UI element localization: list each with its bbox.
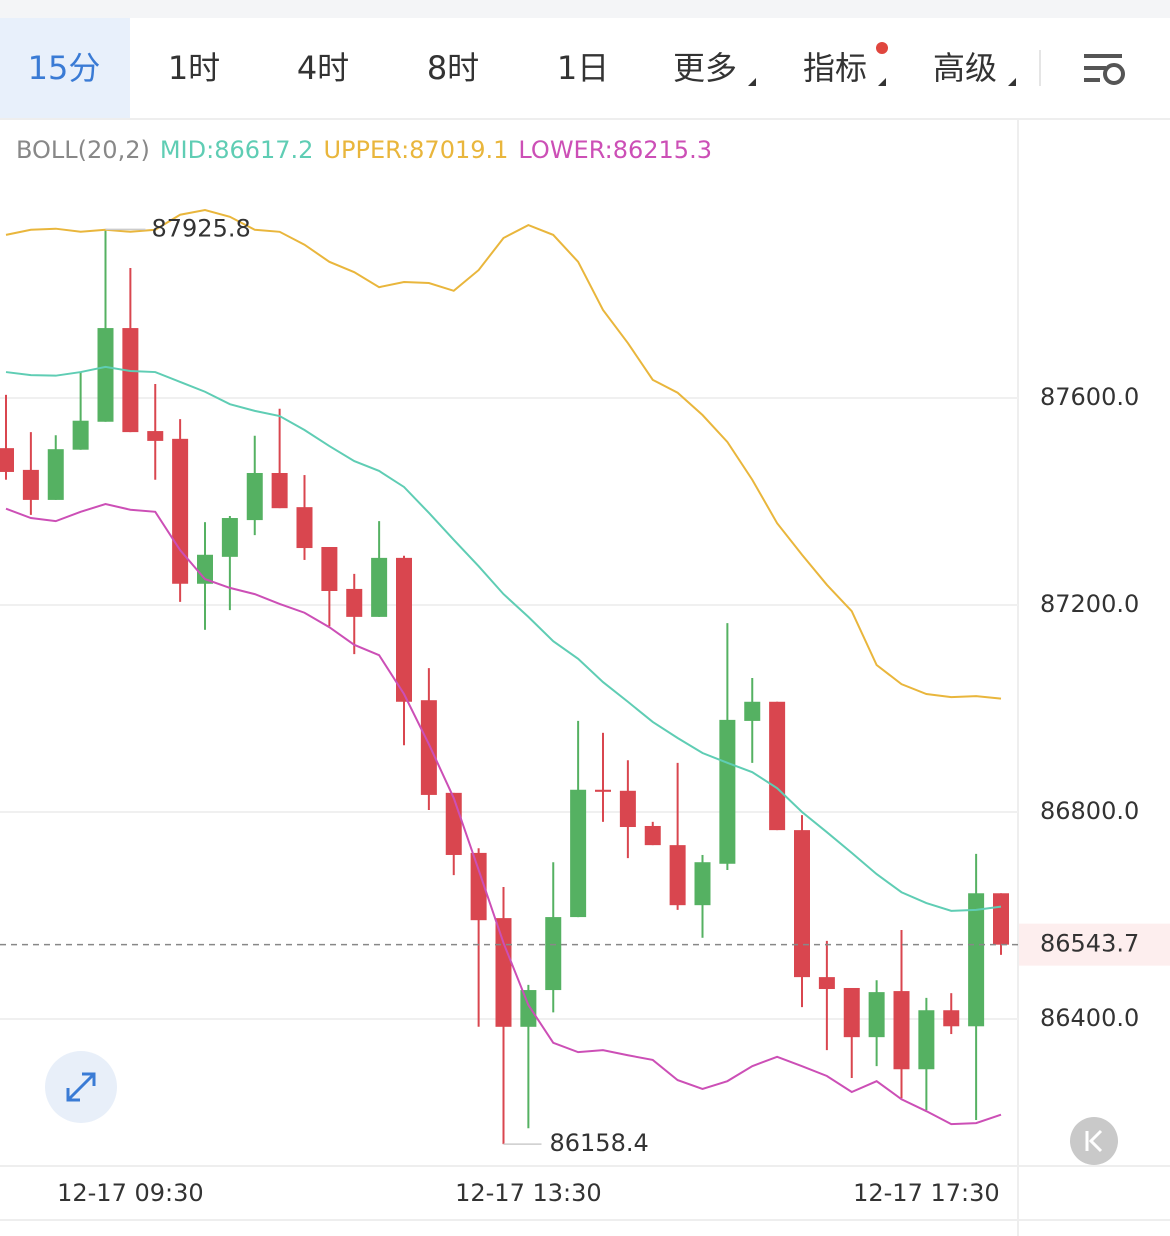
toolbar-tab[interactable]: 15分 — [28, 49, 101, 87]
indicator-label: BOLL(20,2) — [16, 136, 150, 164]
candle-body — [420, 700, 437, 795]
expand-button[interactable] — [45, 1051, 117, 1123]
candle-body — [221, 518, 238, 557]
candle-body — [122, 328, 139, 433]
settings-icon[interactable] — [1084, 54, 1125, 85]
status-strip — [0, 0, 1170, 18]
labels: 86400.0 86800.0 87200.0 87600.0 12-17 09:30 1… — [0, 136, 1170, 1207]
active-tab-bg — [0, 18, 130, 118]
dropdown-arrow — [878, 78, 886, 86]
plot — [0, 209, 1009, 1145]
toolbar-tab[interactable]: 更多 — [673, 49, 737, 87]
candle-body — [993, 893, 1009, 945]
dropdown-arrow — [748, 78, 756, 86]
candle-body — [147, 431, 164, 441]
candle-body — [769, 701, 786, 831]
candle-body — [595, 789, 611, 792]
candle-body — [97, 328, 114, 422]
candle-body — [246, 472, 263, 521]
candle-body — [619, 790, 636, 828]
candle-body — [197, 554, 213, 584]
legend-entry: UPPER:87019.1 — [323, 136, 508, 164]
candle-body — [72, 420, 89, 450]
toolbar-tab[interactable]: 指标 — [803, 49, 867, 87]
candle-body — [346, 588, 363, 617]
candle-body — [445, 792, 462, 855]
toolbar-tab[interactable]: 高级 — [933, 49, 997, 87]
candle-body — [943, 1010, 960, 1027]
candle-body — [296, 507, 313, 549]
candle-body — [545, 917, 562, 991]
candle-body — [495, 918, 512, 1027]
candle-body — [843, 987, 860, 1038]
candle-body — [570, 789, 587, 918]
candle-body — [818, 977, 835, 990]
x-tick-label: 12-17 13:30 — [455, 1179, 602, 1207]
boll-line — [5, 209, 1002, 700]
candle-body — [968, 893, 985, 1027]
dropdown-arrow — [1008, 78, 1016, 86]
candle-body — [893, 991, 910, 1070]
y-tick-label: 87600.0 — [1040, 383, 1139, 411]
boll-line — [5, 503, 1002, 1126]
x-tick-label: 12-17 09:30 — [57, 1179, 204, 1207]
candle-body — [744, 701, 761, 721]
candle-body — [321, 547, 338, 592]
candle-body — [172, 438, 189, 584]
candle-body — [0, 448, 14, 472]
min-annotation: 86158.4 — [550, 1129, 649, 1157]
notification-dot — [876, 42, 888, 54]
candle-body — [794, 830, 810, 978]
legend-entry: MID:86617.2 — [160, 136, 314, 164]
candle-body — [868, 992, 885, 1038]
x-tick-label: 12-17 17:30 — [853, 1179, 1000, 1207]
toolbar-tab[interactable]: 1日 — [557, 49, 609, 87]
candle-body — [396, 557, 412, 702]
candle-body — [22, 469, 39, 500]
boll-line — [5, 365, 1002, 912]
candle-body — [470, 852, 487, 921]
candle-body — [918, 1010, 935, 1070]
last-price-bg — [1019, 923, 1170, 966]
y-tick-label: 86400.0 — [1040, 1004, 1139, 1032]
legend: BOLL(20,2) MID:86617.2 UPPER:87019.1 LOWER:… — [16, 136, 712, 164]
last-price-label: 86543.7 — [1040, 930, 1139, 958]
candle-body — [520, 990, 537, 1027]
candle-body — [719, 719, 736, 864]
legend-entry: LOWER:86215.3 — [518, 136, 712, 164]
candle-body — [271, 472, 288, 509]
candle-body — [694, 862, 711, 906]
toolbar-tab[interactable]: 8时 — [427, 49, 479, 87]
candle-body — [47, 449, 64, 500]
max-annotation: 87925.8 — [152, 214, 251, 242]
y-tick-label: 87200.0 — [1040, 590, 1139, 618]
scroll-latest-button[interactable] — [1070, 1117, 1118, 1165]
candle-body — [644, 825, 661, 846]
candle-body — [669, 845, 686, 906]
candle-body — [371, 557, 388, 617]
toolbar-tab[interactable]: 1时 — [168, 49, 220, 87]
toolbar-tab[interactable]: 4时 — [297, 49, 349, 87]
y-tick-label: 86800.0 — [1040, 797, 1139, 825]
